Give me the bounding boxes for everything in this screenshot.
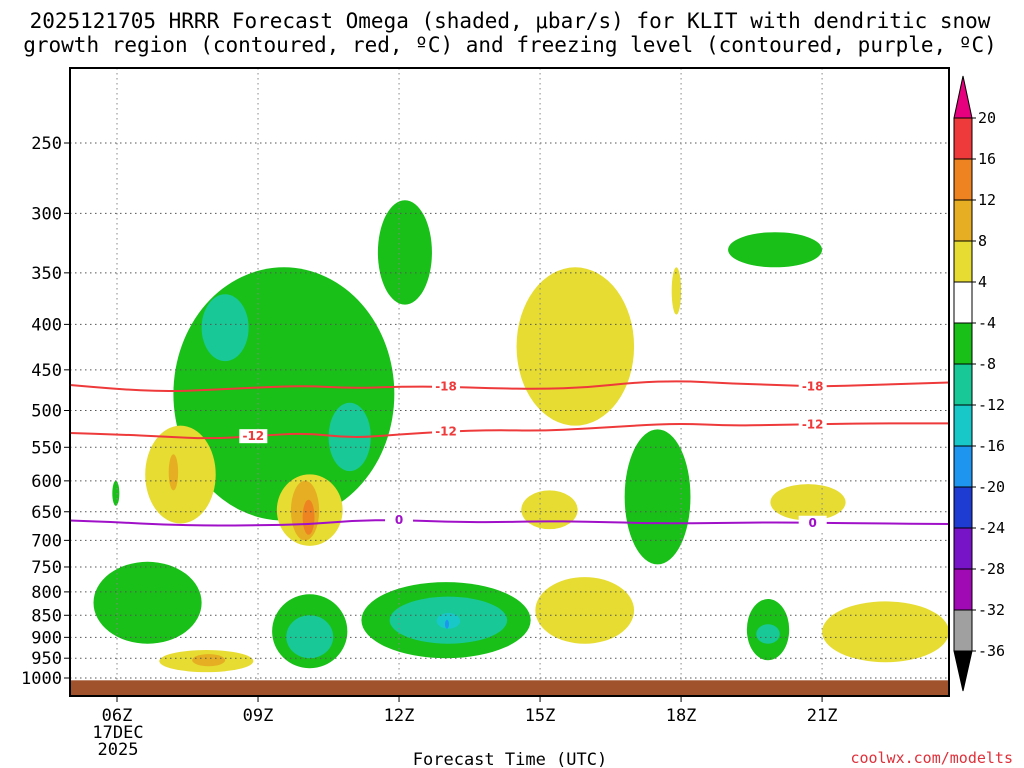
omega-shade-3-0 [444, 619, 449, 629]
y-tick-label-650: 650 [31, 503, 62, 523]
x-tick-label-06Z: 06Z [102, 706, 133, 726]
contour-line-2 [69, 519, 950, 527]
colorbar-bottom-arrow [953, 650, 973, 692]
chart-title-line-2: growth region (contoured, red, ºC) and f… [23, 33, 997, 57]
contour-label-2-0: 0 [395, 513, 403, 527]
y-tick-label-1000: 1000 [21, 669, 62, 689]
y-tick-label-600: 600 [31, 472, 62, 492]
chart-title-line-1: 2025121705 HRRR Forecast Omega (shaded, … [30, 9, 991, 33]
colorbar-tick-label-5: -4 [978, 314, 996, 332]
colorbar-box-2 [953, 199, 973, 242]
omega-shade-4-0 [145, 425, 216, 524]
y-tick-label-850: 850 [31, 606, 62, 626]
colorbar-top-arrow [953, 75, 973, 119]
contour-label-1-1: -12 [435, 425, 457, 439]
omega-shade-1-0 [201, 294, 249, 362]
contour-label-1-0: -12 [242, 429, 264, 443]
colorbar-box-4 [953, 281, 973, 324]
colorbar-box-3 [953, 240, 973, 283]
colorbar-box-1 [953, 158, 973, 201]
colorbar-box-8 [953, 445, 973, 488]
colorbar-tick-label-1: 16 [978, 150, 996, 168]
colorbar-box-7 [953, 404, 973, 447]
colorbar-tick-label-9: -20 [978, 478, 1005, 496]
omega-shade-0-6 [624, 429, 691, 565]
contour-label-bg-2-0 [385, 512, 414, 527]
colorbar-tick-label-4: 4 [978, 273, 987, 291]
y-tick-label-750: 750 [31, 558, 62, 578]
colorbar-tick-label-7: -12 [978, 396, 1005, 414]
x-tick-label-18Z: 18Z [666, 706, 697, 726]
contour-label-bg-0-0 [432, 379, 461, 394]
colorbar-tick-label-2: 12 [978, 191, 996, 209]
date-label-day: 17DEC [92, 723, 143, 743]
contour-label-bg-1-0 [239, 429, 268, 444]
omega-shade-5-2 [192, 654, 226, 667]
contour-label-bg-2-1 [798, 515, 827, 530]
contour-label-bg-1-2 [798, 417, 827, 432]
colorbar-tick-label-12: -32 [978, 601, 1005, 619]
x-tick-label-09Z: 09Z [243, 706, 274, 726]
plot-frame [69, 67, 950, 697]
contour-label-1-2: -12 [802, 417, 824, 431]
y-tick-label-950: 950 [31, 649, 62, 669]
colorbar-tick-label-8: -16 [978, 437, 1005, 455]
omega-shade-6-0 [302, 499, 315, 535]
colorbar-box-5 [953, 322, 973, 365]
colorbar-tick-label-3: 8 [978, 232, 987, 250]
colorbar-tick-label-6: -8 [978, 355, 996, 373]
y-tick-label-300: 300 [31, 204, 62, 224]
omega-shade-1-4 [756, 624, 780, 644]
y-tick-label-400: 400 [31, 315, 62, 335]
omega-shade-1-2 [286, 615, 334, 659]
contour-label-bg-1-1 [432, 424, 461, 439]
omega-shade-0-2 [112, 480, 120, 506]
y-tick-label-550: 550 [31, 438, 62, 458]
colorbar-box-10 [953, 527, 973, 570]
omega-shade-4-7 [770, 484, 846, 521]
colorbar: 20 16 12 8 4 -4 -8 -12 -16 -20 -24 -28 -32 -36 [953, 75, 1005, 692]
colorbar-box-12 [953, 609, 973, 652]
colorbar-box-9 [953, 486, 973, 529]
x-tick-label-12Z: 12Z [384, 706, 415, 726]
colorbar-tick-label-13: -36 [978, 642, 1005, 660]
credit-text: coolwx.com/modelts [850, 749, 1013, 767]
colorbar-box-11 [953, 568, 973, 611]
omega-shade-0-3 [93, 561, 202, 644]
contour-line-1 [69, 422, 949, 440]
y-tick-label-900: 900 [31, 628, 62, 648]
plot-area: -18 -18 -12 -12 -12 0 0 250 300 350 400 450 500 550 60… [21, 67, 950, 726]
contour-label-2-1: 0 [809, 516, 817, 530]
omega-shade-0-1 [377, 200, 432, 305]
x-tick-label-21Z: 21Z [807, 706, 838, 726]
x-tick-label-15Z: 15Z [525, 706, 556, 726]
y-tick-label-800: 800 [31, 583, 62, 603]
colorbar-tick-label-0: 20 [978, 109, 996, 127]
contour-label-bg-0-1 [798, 379, 827, 394]
omega-shade-5-0 [168, 454, 179, 491]
omega-shade-2-0 [436, 613, 461, 629]
date-label-year: 2025 [98, 740, 139, 760]
y-tick-label-450: 450 [31, 361, 62, 381]
y-tick-label-500: 500 [31, 402, 62, 422]
omega-shade-4-5 [535, 577, 635, 644]
omega-shade-0-7 [728, 232, 823, 268]
y-tick-label-700: 700 [31, 531, 62, 551]
y-tick-label-350: 350 [31, 264, 62, 284]
colorbar-box-6 [953, 363, 973, 406]
omega-shade-4-8 [822, 601, 949, 663]
contour-line-0 [69, 380, 950, 393]
colorbar-tick-label-10: -24 [978, 519, 1005, 537]
colorbar-box-0 [953, 117, 973, 160]
omega-shade-4-3 [516, 267, 635, 426]
omega-shade-4-4 [521, 490, 578, 530]
omega-shade-4-6 [671, 267, 682, 315]
contour-label-0-0: -18 [435, 380, 457, 394]
terrain-fill [70, 680, 949, 696]
contour-label-0-1: -18 [802, 379, 824, 393]
y-tick-label-250: 250 [31, 134, 62, 154]
colorbar-tick-label-11: -28 [978, 560, 1005, 578]
x-axis-label: Forecast Time (UTC) [413, 750, 607, 768]
